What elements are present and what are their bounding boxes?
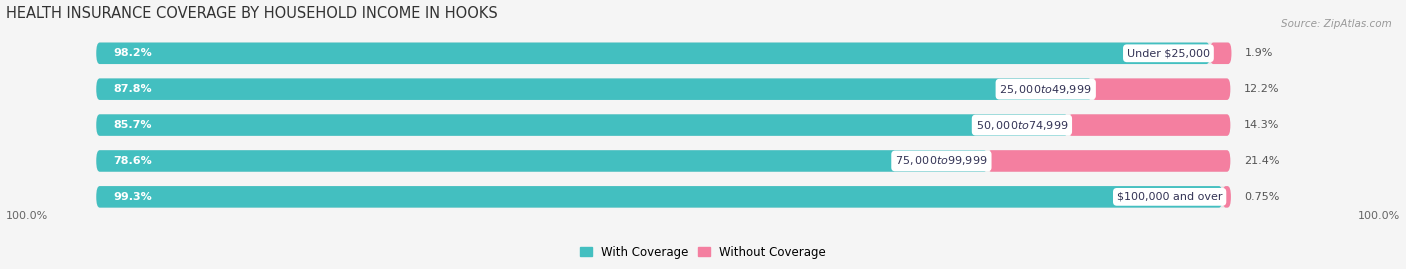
- FancyBboxPatch shape: [1069, 114, 1230, 136]
- Text: 21.4%: 21.4%: [1244, 156, 1279, 166]
- FancyBboxPatch shape: [96, 78, 1092, 100]
- Text: $100,000 and over: $100,000 and over: [1116, 192, 1222, 202]
- Text: $25,000 to $49,999: $25,000 to $49,999: [1000, 83, 1092, 96]
- Text: $75,000 to $99,999: $75,000 to $99,999: [896, 154, 987, 168]
- Text: 100.0%: 100.0%: [1358, 211, 1400, 221]
- Text: 85.7%: 85.7%: [114, 120, 152, 130]
- Text: HEALTH INSURANCE COVERAGE BY HOUSEHOLD INCOME IN HOOKS: HEALTH INSURANCE COVERAGE BY HOUSEHOLD I…: [6, 6, 498, 21]
- FancyBboxPatch shape: [96, 150, 987, 172]
- Text: Source: ZipAtlas.com: Source: ZipAtlas.com: [1281, 19, 1392, 29]
- FancyBboxPatch shape: [96, 186, 1230, 208]
- Text: $50,000 to $74,999: $50,000 to $74,999: [976, 119, 1069, 132]
- FancyBboxPatch shape: [96, 78, 1230, 100]
- Text: 14.3%: 14.3%: [1244, 120, 1279, 130]
- Text: 1.9%: 1.9%: [1246, 48, 1274, 58]
- Text: 98.2%: 98.2%: [114, 48, 152, 58]
- FancyBboxPatch shape: [96, 43, 1230, 64]
- FancyBboxPatch shape: [96, 114, 1230, 136]
- Text: 87.8%: 87.8%: [114, 84, 152, 94]
- FancyBboxPatch shape: [96, 186, 1222, 208]
- FancyBboxPatch shape: [96, 43, 1211, 64]
- FancyBboxPatch shape: [1222, 186, 1230, 208]
- FancyBboxPatch shape: [1092, 78, 1230, 100]
- FancyBboxPatch shape: [987, 150, 1230, 172]
- FancyBboxPatch shape: [1211, 43, 1232, 64]
- Text: 12.2%: 12.2%: [1244, 84, 1279, 94]
- Text: 99.3%: 99.3%: [114, 192, 152, 202]
- FancyBboxPatch shape: [96, 114, 1069, 136]
- Text: Under $25,000: Under $25,000: [1128, 48, 1211, 58]
- Text: 0.75%: 0.75%: [1244, 192, 1279, 202]
- Text: 100.0%: 100.0%: [6, 211, 48, 221]
- Legend: With Coverage, Without Coverage: With Coverage, Without Coverage: [578, 243, 828, 261]
- Text: 78.6%: 78.6%: [114, 156, 152, 166]
- FancyBboxPatch shape: [96, 150, 1230, 172]
